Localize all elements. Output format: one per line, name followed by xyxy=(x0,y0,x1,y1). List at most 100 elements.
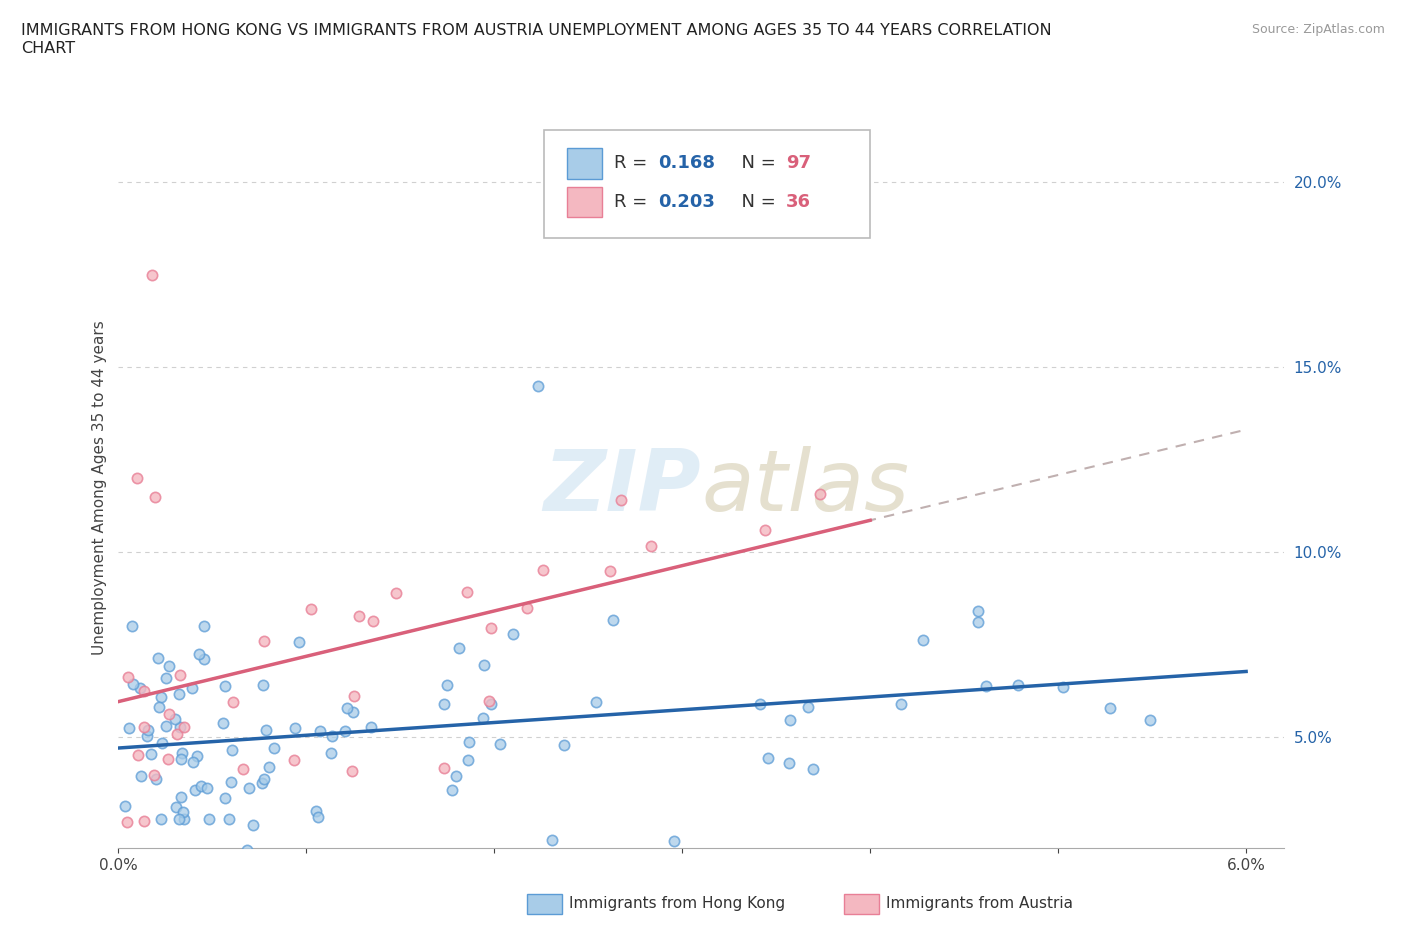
Text: R =: R = xyxy=(613,154,658,172)
Point xyxy=(166,726,188,741)
Point xyxy=(284,721,307,736)
Point xyxy=(283,752,305,767)
Point xyxy=(169,719,191,734)
Point xyxy=(967,604,990,618)
Point xyxy=(361,614,384,629)
Point xyxy=(186,749,208,764)
Text: 97: 97 xyxy=(786,154,811,172)
Point xyxy=(157,707,180,722)
Point xyxy=(117,815,139,830)
Point xyxy=(122,677,145,692)
Point xyxy=(236,843,259,857)
Point xyxy=(127,471,149,485)
Point xyxy=(479,620,502,635)
Point xyxy=(471,711,494,725)
Point xyxy=(149,811,172,826)
Point xyxy=(141,267,163,282)
Point xyxy=(308,724,330,738)
Point xyxy=(444,768,467,783)
Point xyxy=(779,712,801,727)
Point xyxy=(343,688,366,703)
Point xyxy=(195,780,218,795)
Point xyxy=(263,740,285,755)
Point xyxy=(553,737,575,752)
Text: IMMIGRANTS FROM HONG KONG VS IMMIGRANTS FROM AUSTRIA UNEMPLOYMENT AMONG AGES 35 : IMMIGRANTS FROM HONG KONG VS IMMIGRANTS … xyxy=(21,23,1052,56)
Point xyxy=(146,650,169,665)
Point xyxy=(211,716,233,731)
Point xyxy=(129,769,152,784)
Point xyxy=(169,668,191,683)
Point xyxy=(118,721,141,736)
Text: N =: N = xyxy=(730,154,782,172)
Point xyxy=(527,379,550,393)
Point xyxy=(585,694,607,709)
Point xyxy=(808,486,831,501)
Point xyxy=(336,700,359,715)
Point xyxy=(602,613,624,628)
Point xyxy=(136,723,159,737)
Point xyxy=(173,719,195,734)
Point xyxy=(1098,701,1121,716)
Point xyxy=(342,705,364,720)
Bar xyxy=(567,187,602,217)
Point xyxy=(640,538,662,553)
Point xyxy=(456,585,478,600)
Point xyxy=(188,647,211,662)
Point xyxy=(479,697,502,711)
Point xyxy=(219,775,242,790)
Point xyxy=(385,586,408,601)
Point xyxy=(974,678,997,693)
Point xyxy=(335,724,357,738)
Text: R =: R = xyxy=(613,193,658,211)
Point xyxy=(254,723,277,737)
Point xyxy=(198,811,221,826)
Point xyxy=(531,563,554,578)
Point xyxy=(540,832,562,847)
Point xyxy=(129,681,152,696)
Point xyxy=(749,697,772,711)
Point xyxy=(238,781,260,796)
Point xyxy=(890,697,912,711)
Point xyxy=(150,690,173,705)
Y-axis label: Unemployment Among Ages 35 to 44 years: Unemployment Among Ages 35 to 44 years xyxy=(93,320,107,655)
Point xyxy=(167,686,190,701)
Point xyxy=(142,768,165,783)
Point xyxy=(148,699,170,714)
Point xyxy=(259,760,281,775)
Point xyxy=(172,804,194,819)
Point xyxy=(117,670,139,684)
Point xyxy=(610,493,633,508)
Point xyxy=(165,800,187,815)
Point xyxy=(599,564,621,578)
Point xyxy=(139,747,162,762)
Text: atlas: atlas xyxy=(702,446,910,529)
Point xyxy=(472,658,495,672)
Text: N =: N = xyxy=(730,193,782,211)
Point xyxy=(155,671,177,685)
Text: Immigrants from Austria: Immigrants from Austria xyxy=(886,897,1073,911)
Point xyxy=(754,523,776,538)
Point xyxy=(440,782,463,797)
Point xyxy=(114,798,136,813)
Point xyxy=(136,729,159,744)
Point xyxy=(184,783,207,798)
Point xyxy=(502,627,524,642)
Point xyxy=(193,618,215,633)
Point xyxy=(132,684,155,698)
Point xyxy=(253,633,276,648)
Point xyxy=(340,764,363,778)
FancyBboxPatch shape xyxy=(544,130,870,238)
Point xyxy=(173,811,195,826)
Point xyxy=(253,772,276,787)
Point xyxy=(214,679,236,694)
Point xyxy=(152,736,174,751)
Point xyxy=(457,752,479,767)
Point xyxy=(169,811,191,826)
Point xyxy=(299,602,322,617)
Point xyxy=(218,811,240,826)
Point xyxy=(121,618,143,633)
Bar xyxy=(567,148,602,179)
Point xyxy=(796,699,818,714)
Point xyxy=(321,728,343,743)
Point xyxy=(155,718,177,733)
